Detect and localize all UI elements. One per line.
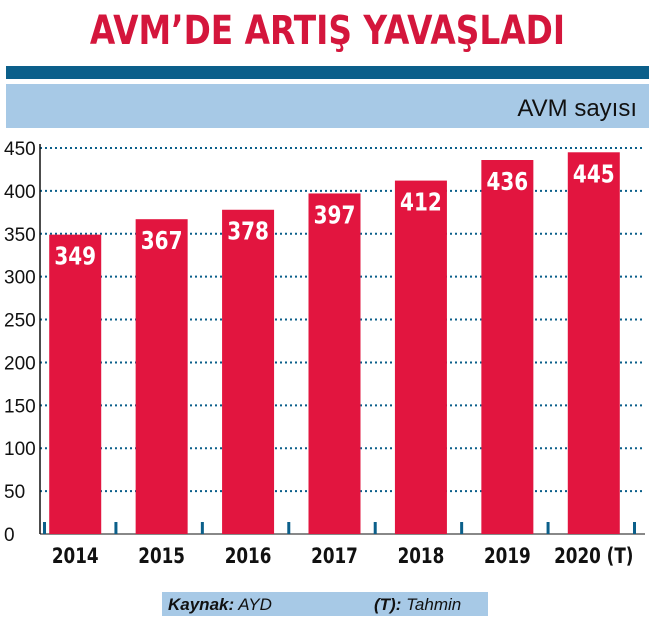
source-note: Kaynak: AYD (T): Tahmin bbox=[162, 592, 488, 616]
source-key: Kaynak: bbox=[168, 595, 235, 614]
data-label: 445 bbox=[573, 160, 615, 189]
x-tick-label: 2019 bbox=[484, 544, 531, 568]
y-axis-label: AVM sayısı bbox=[517, 95, 637, 122]
axis-tick-mark bbox=[114, 522, 118, 534]
data-label: 412 bbox=[400, 189, 442, 218]
axis-tick-mark bbox=[43, 522, 46, 534]
axis-tick-mark bbox=[373, 522, 377, 534]
x-tick-label: 2018 bbox=[398, 544, 445, 568]
source-value: AYD bbox=[238, 595, 272, 614]
bar-2020 (T) bbox=[567, 152, 620, 535]
estimate-value: Tahmin bbox=[406, 595, 462, 614]
bar-2019 bbox=[481, 160, 534, 534]
data-label: 397 bbox=[314, 201, 356, 230]
y-tick-label: 50 bbox=[4, 482, 25, 503]
axis-tick-mark bbox=[546, 522, 550, 534]
axis-tick-mark bbox=[200, 522, 204, 534]
bar-2017 bbox=[308, 193, 361, 534]
x-tick-label: 2014 bbox=[52, 544, 99, 568]
data-label: 378 bbox=[227, 218, 269, 247]
chart-title: AVM’DE ARTIŞ YAVAŞLADI bbox=[89, 8, 566, 54]
axis-tick-mark bbox=[633, 522, 636, 534]
bar-2014 bbox=[49, 234, 102, 534]
y-tick-label: 200 bbox=[4, 353, 36, 374]
axis-tick-mark bbox=[287, 522, 291, 534]
ylabel-band: AVM sayısı bbox=[6, 84, 649, 128]
estimate-key: (T): bbox=[374, 595, 402, 614]
source-text: Kaynak: AYD bbox=[168, 595, 272, 615]
x-tick-label: 2015 bbox=[138, 544, 185, 568]
y-tick-label: 300 bbox=[4, 268, 36, 289]
y-tick-label: 150 bbox=[4, 396, 36, 417]
header-rule bbox=[6, 66, 649, 79]
data-label: 367 bbox=[141, 227, 183, 256]
estimate-text: (T): Tahmin bbox=[374, 595, 461, 615]
x-tick-label: 2016 bbox=[225, 544, 272, 568]
y-tick-label: 0 bbox=[4, 525, 15, 546]
y-tick-label: 250 bbox=[4, 311, 36, 332]
y-tick-label: 400 bbox=[4, 182, 36, 203]
x-tick-label: 2020 (T) bbox=[554, 544, 633, 568]
x-tick-label: 2017 bbox=[311, 544, 358, 568]
bar-2015 bbox=[135, 219, 188, 534]
data-label: 436 bbox=[486, 168, 528, 197]
axis-tick-mark bbox=[460, 522, 464, 534]
bar-2016 bbox=[222, 209, 275, 534]
y-tick-label: 450 bbox=[4, 139, 36, 160]
y-tick-label: 100 bbox=[4, 439, 36, 460]
bar-2018 bbox=[394, 180, 447, 534]
y-tick-label: 350 bbox=[4, 225, 36, 246]
bar-chart: 0 50 100 150 200 250 300 350 400 450 349 2014 367 201… bbox=[4, 139, 645, 569]
data-label: 349 bbox=[54, 243, 96, 272]
